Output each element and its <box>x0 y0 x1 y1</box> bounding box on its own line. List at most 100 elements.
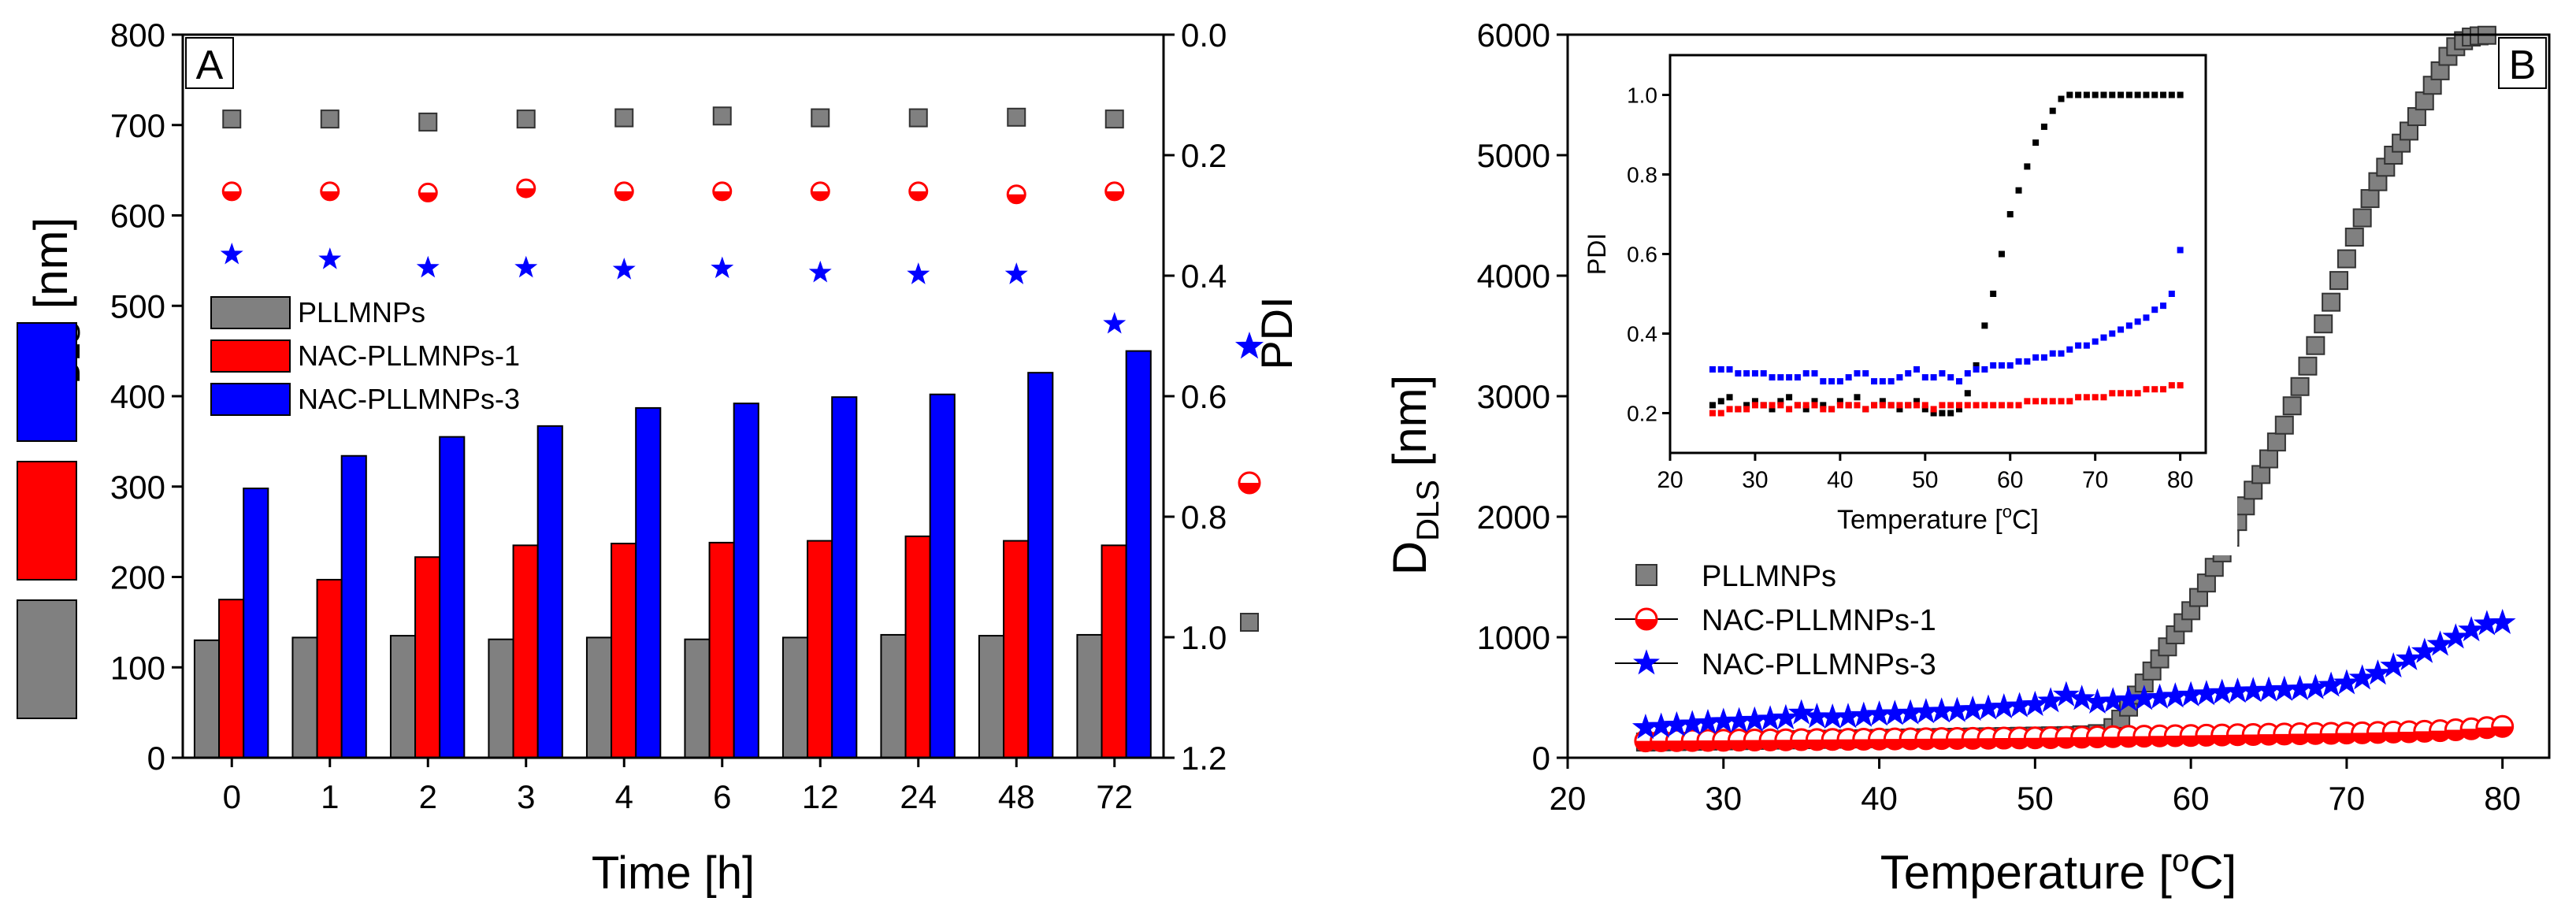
inset-y-tick-label: 0.8 <box>1627 163 1657 187</box>
x-tick-label: 70 <box>2329 780 2366 817</box>
inset-point-NAC-PLLMNPs-3 <box>1769 374 1776 381</box>
bar-NAC-PLLMNPs-3-48 <box>1027 372 1054 759</box>
inset-point-NAC-PLLMNPs-1 <box>2151 386 2158 393</box>
pdi-point-NAC-PLLMNPs-1-1-fill <box>321 191 339 200</box>
x-tick-label: 3 <box>517 778 535 815</box>
inset-point-NAC-PLLMNPs-3 <box>2075 342 2082 349</box>
inset-point-PLLMNPs <box>1896 406 1903 413</box>
x-tick-label: 0 <box>223 778 241 815</box>
point-PLLMNPs <box>2274 415 2294 435</box>
pdi-point-PLLMNPs-4 <box>614 108 634 128</box>
y2-tick-label: 0.4 <box>1181 258 1227 295</box>
inset-point-PLLMNPs <box>2109 91 2116 98</box>
inset-point-NAC-PLLMNPs-3 <box>1896 374 1903 381</box>
bar-NAC-PLLMNPs-3-1 <box>340 454 367 759</box>
inset-point-NAC-PLLMNPs-3 <box>1973 365 1980 373</box>
inset-point-PLLMNPs <box>1964 390 1971 397</box>
point-PLLMNPs <box>2329 271 2348 291</box>
pdi-point-NAC-PLLMNPs-1-0 <box>221 181 242 202</box>
inset-point-PLLMNPs <box>2134 91 2141 98</box>
inset-point-PLLMNPs <box>1769 406 1776 413</box>
bar-PLLMNPs-2 <box>389 635 417 759</box>
pdi-point-NAC-PLLMNPs-1-48 <box>1006 184 1026 205</box>
inset-point-NAC-PLLMNPs-1 <box>2032 398 2040 405</box>
pdi-point-PLLMNPs-1 <box>320 109 340 129</box>
inset-point-NAC-PLLMNPs-1 <box>2168 382 2175 389</box>
bar-NAC-PLLMNPs-1-24 <box>904 535 931 759</box>
inset-point-NAC-PLLMNPs-3 <box>2160 302 2167 310</box>
point-NAC-PLLMNPs-3 <box>1787 699 1815 725</box>
pdi-point-PLLMNPs-0 <box>222 109 242 129</box>
inset-point-NAC-PLLMNPs-1 <box>1743 406 1750 413</box>
inset-x-tick-label: 30 <box>1742 467 1768 493</box>
y-tick-label: 800 <box>110 17 165 54</box>
bar-PLLMNPs-4 <box>585 636 613 759</box>
pdi-point-NAC-PLLMNPs-1-24 <box>908 181 929 202</box>
inset-point-NAC-PLLMNPs-1 <box>1735 406 1742 413</box>
inset-x-tick-label: 60 <box>1997 467 2023 493</box>
inset-point-PLLMNPs <box>2160 91 2167 98</box>
pdi-point-NAC-PLLMNPs-1-12-fill <box>811 191 830 200</box>
inset-point-NAC-PLLMNPs-1 <box>1905 402 1912 409</box>
inset-point-PLLMNPs <box>1743 402 1750 409</box>
inset-point-NAC-PLLMNPs-3 <box>1845 374 1852 381</box>
inset-point-NAC-PLLMNPs-3 <box>1921 374 1928 381</box>
inset-point-NAC-PLLMNPs-1 <box>1964 402 1971 409</box>
x-tick-label: 12 <box>802 778 839 815</box>
bar-NAC-PLLMNPs-3-3 <box>536 425 563 759</box>
inset-point-NAC-PLLMNPs-3 <box>1964 370 1971 377</box>
bar-NAC-PLLMNPs-3-6 <box>733 402 759 759</box>
inset-point-PLLMNPs <box>2006 211 2014 217</box>
inset-point-NAC-PLLMNPs-3 <box>1726 365 1733 373</box>
inset-y-tick-label: 0.6 <box>1627 243 1657 267</box>
inset-point-PLLMNPs <box>1820 402 1827 409</box>
panel-b: 0 1000 2000 3000 4000 5000 6000 20 30 40 50 60 70 80 T… <box>1383 17 2551 899</box>
inset-point-NAC-PLLMNPs-1 <box>2160 386 2167 393</box>
inset-point-NAC-PLLMNPs-1 <box>1717 410 1724 417</box>
panel-a: 0 100 200 300 400 500 600 700 800 0.0 0.2 0.4 0.6 0.8… <box>17 17 1301 899</box>
point-PLLMNPs <box>2236 496 2255 516</box>
inset-point-NAC-PLLMNPs-1 <box>1990 402 1997 409</box>
y-tick-label: 2000 <box>1477 499 1550 536</box>
pdi-point-NAC-PLLMNPs-1-72 <box>1104 181 1125 202</box>
inset-point-NAC-PLLMNPs-1 <box>1828 406 1835 413</box>
inset-point-NAC-PLLMNPs-3 <box>1828 378 1835 385</box>
point-NAC-PLLMNPs-1 <box>2117 725 2140 748</box>
pdi-point-NAC-PLLMNPs-3-4 <box>612 258 636 280</box>
pdi-point-PLLMNPs-72 <box>1104 109 1124 129</box>
pdi-point-NAC-PLLMNPs-3-24 <box>907 262 930 284</box>
inset-point-NAC-PLLMNPs-3 <box>2058 350 2065 357</box>
inset-x-axis-label-part: Temperature [ <box>1837 505 2003 535</box>
point-NAC-PLLMNPs-1 <box>2366 721 2389 744</box>
inset-y-tick-label: 1.0 <box>1627 83 1657 108</box>
inset-point-NAC-PLLMNPs-1 <box>1854 402 1861 409</box>
point-NAC-PLLMNPs-3 <box>2411 637 2438 663</box>
inset-point-NAC-PLLMNPs-1 <box>2134 390 2141 397</box>
point-PLLMNPs <box>2244 480 2263 500</box>
inset-point-NAC-PLLMNPs-1 <box>2125 390 2132 397</box>
bar-NAC-PLLMNPs-1-0 <box>218 599 245 759</box>
inset-point-PLLMNPs <box>1981 322 1988 329</box>
inset-point-NAC-PLLMNPs-3 <box>1981 365 1988 373</box>
inset-point-NAC-PLLMNPs-3 <box>2125 322 2132 329</box>
inset-point-PLLMNPs <box>1947 410 1954 417</box>
y-tick-label: 0 <box>1532 740 1550 777</box>
panel-letter: B <box>2509 43 2537 88</box>
y2-tick-label: 0.0 <box>1181 17 1227 54</box>
inset-point-NAC-PLLMNPs-1 <box>1836 402 1843 409</box>
x-tick-label: 4 <box>615 778 633 815</box>
inset-point-PLLMNPs <box>1913 398 1921 405</box>
inset-point-PLLMNPs <box>1786 394 1793 401</box>
pdi-point-NAC-PLLMNPs-1-4-fill <box>615 191 633 200</box>
inset-point-PLLMNPs <box>1717 398 1724 405</box>
inset-y-axis-label: PDI <box>1583 233 1611 275</box>
inset-point-NAC-PLLMNPs-3 <box>2168 291 2175 297</box>
x-tick-label: 1 <box>321 778 339 815</box>
point-NAC-PLLMNPs-3 <box>2348 664 2376 690</box>
pdi-point-NAC-PLLMNPs-1-2 <box>418 182 438 202</box>
inset-point-NAC-PLLMNPs-1 <box>1879 402 1886 409</box>
inset-point-NAC-PLLMNPs-1 <box>1981 402 1988 409</box>
x-axis-label: Temperature [oC] <box>1880 844 2236 899</box>
bar-NAC-PLLMNPs-3-12 <box>831 396 858 759</box>
inset-point-NAC-PLLMNPs-1 <box>2066 398 2073 405</box>
